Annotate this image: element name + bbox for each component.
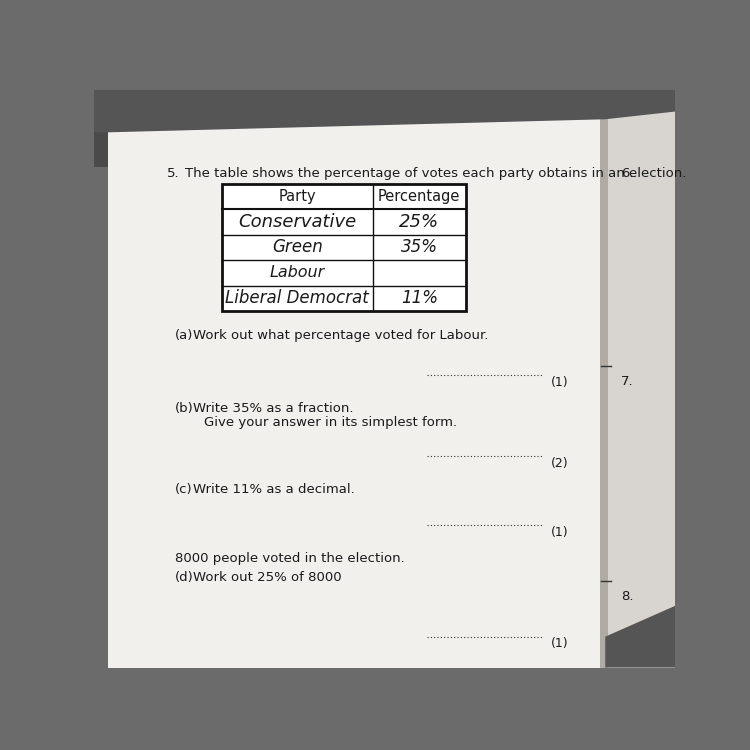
Text: (1): (1) (551, 526, 568, 538)
Text: (1): (1) (551, 376, 568, 388)
Text: The table shows the percentage of votes each party obtains in an election.: The table shows the percentage of votes … (185, 167, 686, 180)
Text: 35%: 35% (400, 238, 438, 256)
Text: Percentage: Percentage (378, 189, 460, 204)
Polygon shape (94, 90, 675, 132)
Text: Write 35% as a fraction.: Write 35% as a fraction. (193, 402, 353, 415)
Polygon shape (108, 90, 605, 668)
Bar (94, 90, 171, 167)
Text: 5.: 5. (167, 167, 180, 180)
Text: (2): (2) (551, 457, 568, 470)
Text: Work out 25% of 8000: Work out 25% of 8000 (193, 572, 341, 584)
Text: Labour: Labour (269, 266, 325, 280)
Text: 6.: 6. (621, 167, 633, 180)
Text: Party: Party (278, 189, 316, 204)
Text: Give your answer in its simplest form.: Give your answer in its simplest form. (204, 416, 457, 429)
Text: (1): (1) (551, 638, 568, 650)
Bar (600, 90, 608, 668)
Text: Liberal Democrat: Liberal Democrat (225, 290, 369, 308)
Text: Conservative: Conservative (238, 213, 356, 231)
Text: (d): (d) (175, 572, 194, 584)
Text: (a): (a) (175, 328, 194, 342)
Text: (b): (b) (175, 402, 194, 415)
Bar (222, 184, 466, 311)
Text: Work out what percentage voted for Labour.: Work out what percentage voted for Labou… (193, 328, 488, 342)
Text: 11%: 11% (400, 290, 438, 308)
Text: (c): (c) (175, 483, 193, 496)
Text: Write 11% as a decimal.: Write 11% as a decimal. (193, 483, 355, 496)
Text: 25%: 25% (399, 213, 439, 231)
Text: Green: Green (272, 238, 322, 256)
Polygon shape (605, 90, 675, 668)
Text: 8000 people voted in the election.: 8000 people voted in the election. (175, 552, 405, 565)
Polygon shape (605, 606, 675, 668)
Text: 7.: 7. (621, 375, 633, 388)
Bar (222, 184, 466, 311)
Text: 8.: 8. (621, 590, 633, 604)
